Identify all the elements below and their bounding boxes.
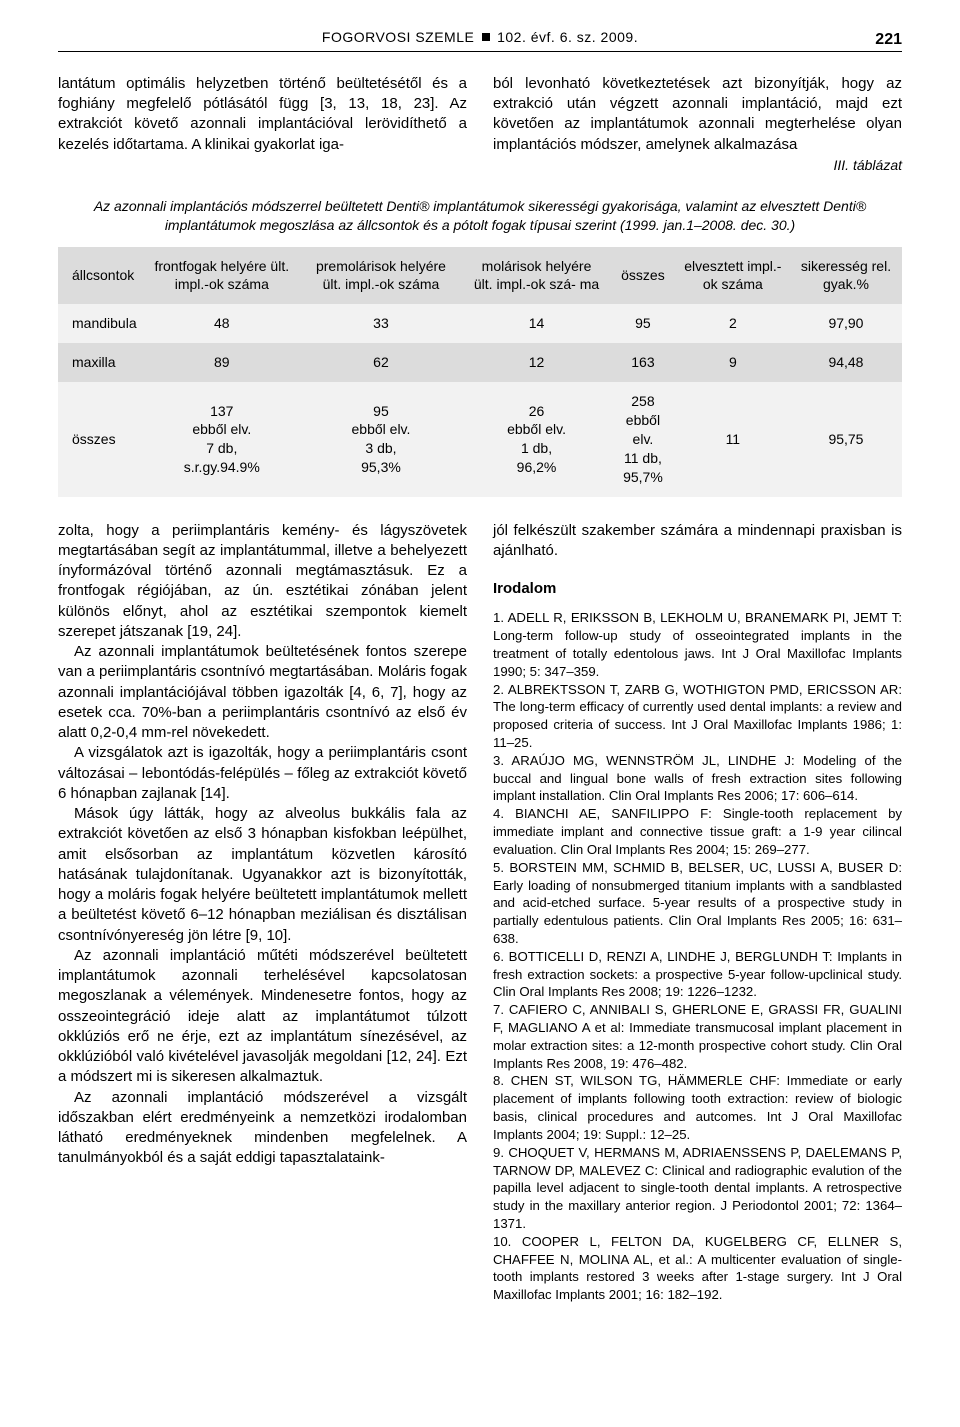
- page-number: 221: [875, 29, 902, 51]
- references-heading: Irodalom: [493, 579, 902, 599]
- cell: 94,48: [790, 343, 902, 382]
- reference: 7. CAFIERO C, ANNIBALI S, GHERLONE E, GR…: [493, 1001, 902, 1072]
- intro-para-left: lantátum optimális helyzetben történő be…: [58, 74, 467, 155]
- body-para: Az azonnali implantátumok beültetésének …: [58, 642, 467, 743]
- lower-columns: zolta, hogy a periimplantáris kemény- és…: [58, 521, 902, 1304]
- cell: 95,75: [790, 382, 902, 496]
- intro-para-right: ból levonható következtetések azt bizony…: [493, 74, 902, 155]
- separator-block: [482, 33, 490, 41]
- reference: 5. BORSTEIN MM, SCHMID B, BELSER, UC, LU…: [493, 859, 902, 948]
- table-number: III. táblázat: [58, 156, 902, 175]
- cell: 2: [676, 304, 790, 343]
- table-row: maxilla 89 62 12 163 9 94,48: [58, 343, 902, 382]
- cell: 163: [610, 343, 676, 382]
- cell: 97,90: [790, 304, 902, 343]
- cell: 89: [145, 343, 299, 382]
- cell: 11: [676, 382, 790, 496]
- th-0: állcsontok: [58, 247, 145, 305]
- cell: összes: [58, 382, 145, 496]
- th-2: premolárisok helyére ült. impl.-ok száma: [299, 247, 463, 305]
- body-para: jól felkészült szakember számára a minde…: [493, 521, 902, 562]
- right-column: jól felkészült szakember számára a minde…: [493, 521, 902, 1304]
- cell: maxilla: [58, 343, 145, 382]
- reference: 4. BIANCHI AE, SANFILIPPO F: Single-toot…: [493, 805, 902, 858]
- body-para: zolta, hogy a periimplantáris kemény- és…: [58, 521, 467, 643]
- reference: 1. ADELL R, ERIKSSON B, LEKHOLM U, BRANE…: [493, 609, 902, 680]
- th-5: elvesztett impl.-ok száma: [676, 247, 790, 305]
- cell: 95: [610, 304, 676, 343]
- header-rule: [58, 51, 902, 52]
- th-1: frontfogak helyére ült. impl.-ok száma: [145, 247, 299, 305]
- body-para: A vizsgálatok azt is igazolták, hogy a p…: [58, 743, 467, 804]
- running-header: FOGORVOSI SZEMLE 102. évf. 6. sz. 2009.: [58, 28, 902, 47]
- cell: 258 ebből elv. 11 db, 95,7%: [610, 382, 676, 496]
- table-row: összes 137 ebből elv. 7 db, s.r.gy.94.9%…: [58, 382, 902, 496]
- cell: 95 ebből elv. 3 db, 95,3%: [299, 382, 463, 496]
- left-column: zolta, hogy a periimplantáris kemény- és…: [58, 521, 467, 1304]
- table-header-row: állcsontok frontfogak helyére ült. impl.…: [58, 247, 902, 305]
- body-para: Az azonnali implantáció műtéti módszerév…: [58, 946, 467, 1088]
- cell: 26 ebből elv. 1 db, 96,2%: [463, 382, 610, 496]
- cell: 33: [299, 304, 463, 343]
- body-para: Az azonnali implantáció módszerével a vi…: [58, 1088, 467, 1169]
- table-row: mandibula 48 33 14 95 2 97,90: [58, 304, 902, 343]
- reference: 6. BOTTICELLI D, RENZI A, LINDHE J, BERG…: [493, 948, 902, 1001]
- references-list: 1. ADELL R, ERIKSSON B, LEKHOLM U, BRANE…: [493, 609, 902, 1304]
- reference: 9. CHOQUET V, HERMANS M, ADRIAENSSENS P,…: [493, 1144, 902, 1233]
- results-table: állcsontok frontfogak helyére ült. impl.…: [58, 247, 902, 497]
- cell: mandibula: [58, 304, 145, 343]
- body-para: Mások úgy látták, hogy az alveolus bukká…: [58, 804, 467, 946]
- cell: 9: [676, 343, 790, 382]
- intro-columns: lantátum optimális helyzetben történő be…: [58, 74, 902, 156]
- reference: 3. ARAÚJO MG, WENNSTRÖM JL, LINDHE J: Mo…: [493, 752, 902, 805]
- cell: 14: [463, 304, 610, 343]
- table-caption: Az azonnali implantációs módszerrel beül…: [58, 197, 902, 235]
- cell: 137 ebből elv. 7 db, s.r.gy.94.9%: [145, 382, 299, 496]
- th-6: sikeresség rel. gyak.%: [790, 247, 902, 305]
- reference: 8. CHEN ST, WILSON TG, HÄMMERLE CHF: Imm…: [493, 1072, 902, 1143]
- th-4: összes: [610, 247, 676, 305]
- reference: 10. COOPER L, FELTON DA, KUGELBERG CF, E…: [493, 1233, 902, 1304]
- issue: 102. évf. 6. sz. 2009.: [497, 29, 638, 45]
- cell: 12: [463, 343, 610, 382]
- cell: 48: [145, 304, 299, 343]
- cell: 62: [299, 343, 463, 382]
- reference: 2. ALBREKTSSON T, ZARB G, WOTHIGTON PMD,…: [493, 681, 902, 752]
- journal-name: FOGORVOSI SZEMLE: [322, 29, 474, 45]
- th-3: molárisok helyére ült. impl.-ok szá- ma: [463, 247, 610, 305]
- caption-text: Az azonnali implantációs módszerrel beül…: [94, 198, 866, 233]
